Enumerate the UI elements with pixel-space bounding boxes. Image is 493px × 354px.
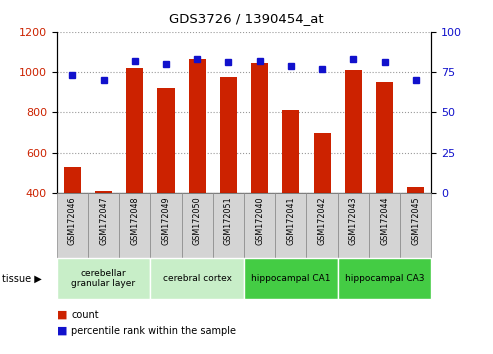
- Text: count: count: [71, 310, 99, 320]
- Bar: [244, 258, 338, 299]
- Bar: [251, 63, 268, 193]
- Text: GSM172040: GSM172040: [255, 196, 264, 245]
- Bar: [400, 193, 431, 258]
- Bar: [307, 193, 338, 258]
- Bar: [338, 193, 369, 258]
- Bar: [275, 193, 307, 258]
- Bar: [57, 258, 150, 299]
- Text: cerebral cortex: cerebral cortex: [163, 274, 232, 283]
- Bar: [126, 68, 143, 193]
- Text: cerebellar
granular layer: cerebellar granular layer: [71, 269, 136, 289]
- Text: GSM172050: GSM172050: [193, 196, 202, 245]
- Text: GSM172041: GSM172041: [286, 196, 295, 245]
- Bar: [189, 59, 206, 193]
- Bar: [244, 193, 275, 258]
- Text: GSM172043: GSM172043: [349, 196, 358, 245]
- Bar: [345, 70, 362, 193]
- Bar: [181, 193, 213, 258]
- Bar: [220, 77, 237, 193]
- Text: GSM172046: GSM172046: [68, 196, 77, 245]
- Bar: [376, 82, 393, 193]
- Text: hippocampal CA1: hippocampal CA1: [251, 274, 331, 283]
- Bar: [282, 110, 299, 193]
- Text: ■: ■: [57, 326, 67, 336]
- Bar: [95, 191, 112, 193]
- Text: GSM172049: GSM172049: [162, 196, 171, 245]
- Text: GDS3726 / 1390454_at: GDS3726 / 1390454_at: [169, 12, 324, 25]
- Text: hippocampal CA3: hippocampal CA3: [345, 274, 424, 283]
- Text: GSM172045: GSM172045: [411, 196, 420, 245]
- Bar: [314, 132, 331, 193]
- Bar: [157, 88, 175, 193]
- Text: GSM172042: GSM172042: [317, 196, 326, 245]
- Text: GSM172044: GSM172044: [380, 196, 389, 245]
- Bar: [407, 187, 424, 193]
- Bar: [213, 193, 244, 258]
- Bar: [150, 258, 244, 299]
- Text: GSM172047: GSM172047: [99, 196, 108, 245]
- Text: percentile rank within the sample: percentile rank within the sample: [71, 326, 237, 336]
- Text: tissue ▶: tissue ▶: [2, 274, 42, 284]
- Bar: [57, 193, 88, 258]
- Bar: [150, 193, 181, 258]
- Bar: [64, 167, 81, 193]
- Bar: [369, 193, 400, 258]
- Text: ■: ■: [57, 310, 67, 320]
- Bar: [88, 193, 119, 258]
- Bar: [119, 193, 150, 258]
- Text: GSM172051: GSM172051: [224, 196, 233, 245]
- Bar: [338, 258, 431, 299]
- Text: GSM172048: GSM172048: [130, 196, 139, 245]
